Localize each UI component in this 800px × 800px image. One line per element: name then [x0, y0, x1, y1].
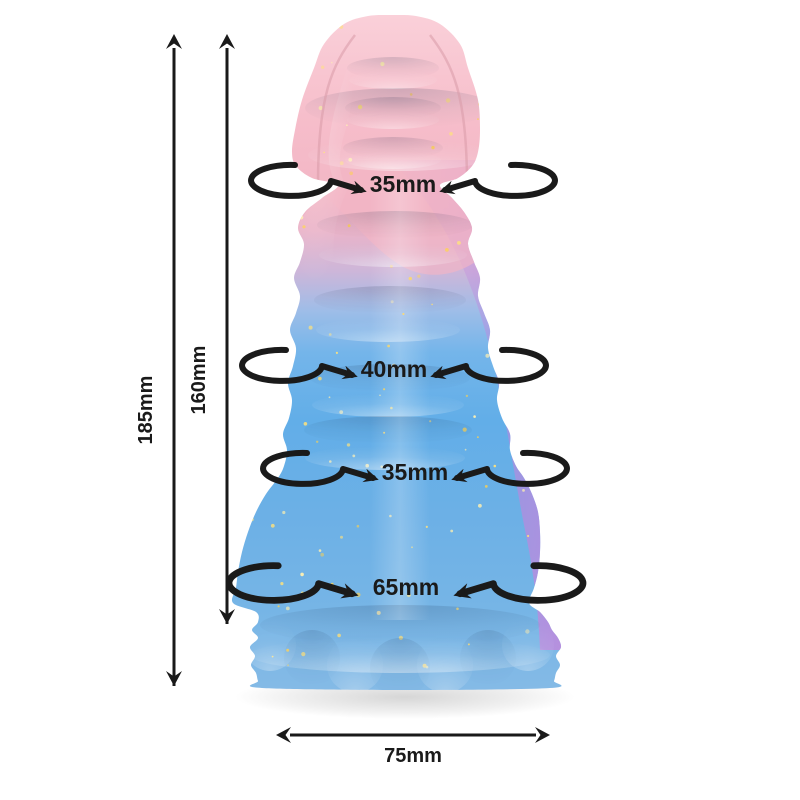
- svg-text:40mm: 40mm: [361, 356, 427, 382]
- svg-text:185mm: 185mm: [135, 376, 157, 445]
- svg-text:35mm: 35mm: [370, 171, 436, 197]
- svg-text:65mm: 65mm: [373, 574, 439, 600]
- svg-text:35mm: 35mm: [382, 459, 448, 485]
- svg-text:160mm: 160mm: [188, 346, 210, 415]
- svg-text:75mm: 75mm: [384, 745, 442, 767]
